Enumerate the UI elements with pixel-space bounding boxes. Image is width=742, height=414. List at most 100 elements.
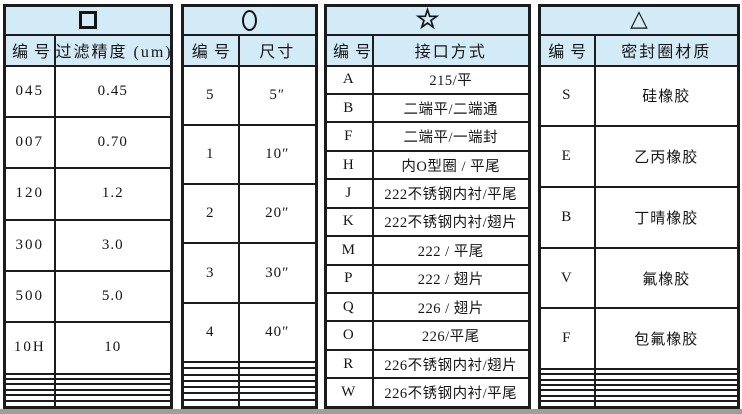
code-cell: A (324, 64, 374, 95)
value-cell: 222 / 翅片 (371, 263, 531, 295)
table-row (538, 383, 740, 392)
size-symbol-header (181, 4, 318, 36)
table-row: 1 10″ (181, 123, 318, 186)
table-row (3, 394, 173, 402)
code-cell (538, 378, 596, 387)
code-cell: E (538, 125, 596, 188)
value-cell: 硅橡胶 (593, 64, 740, 128)
table-row (3, 372, 173, 381)
table-row: W 226不锈钢内衬/平尾 (324, 377, 531, 409)
value-cell: 0.45 (53, 64, 173, 118)
value-cell (593, 394, 740, 402)
code-cell: 120 (3, 167, 56, 221)
code-cell (181, 367, 240, 376)
table-row: 500 5.0 (3, 269, 173, 324)
code-cell (3, 383, 56, 391)
table-row (538, 394, 740, 402)
filtration-precision-col-header-code: 编号 (3, 33, 56, 67)
code-cell: M (324, 235, 374, 266)
code-cell (3, 394, 56, 402)
table-row (3, 377, 173, 386)
code-cell (181, 398, 240, 409)
spec-table-filtration-precision: 编号 过滤精度 (um) 045 0.45 007 0.70 120 1.2 300 3.0 500… (3, 4, 173, 409)
value-cell: 氟橡胶 (593, 246, 740, 310)
circle-icon (242, 9, 257, 31)
table-row: P 222 / 翅片 (324, 263, 531, 295)
value-cell (237, 379, 318, 389)
code-cell: P (324, 263, 374, 295)
table-row: B 丁晴橡胶 (538, 185, 740, 249)
spec-table-size: 编号 尺寸 5 5″ 1 10″ 2 20″ 3 30″ 4 40″ (181, 4, 318, 409)
value-cell: 5″ (237, 64, 318, 126)
table-row (181, 361, 318, 370)
size-col-header-value: 尺寸 (237, 33, 318, 67)
value-cell (53, 383, 173, 391)
code-cell: H (324, 149, 374, 181)
code-cell: W (324, 377, 374, 409)
code-cell (181, 392, 240, 401)
seal-material-col-header-value: 密封圈材质 (593, 33, 740, 67)
value-cell: 226不锈钢内衬/翅片 (371, 348, 531, 380)
table-row: 10H 10 (3, 321, 173, 375)
value-cell (593, 389, 740, 397)
code-cell: 300 (3, 218, 56, 272)
code-cell: F (324, 121, 374, 152)
connection-type-col-header-code: 编号 (324, 33, 374, 67)
table-row: E 乙丙橡胶 (538, 125, 740, 188)
code-cell: B (538, 185, 596, 249)
code-cell (3, 388, 56, 397)
table-row (181, 373, 318, 382)
table-row (181, 367, 318, 376)
code-cell: 4 (181, 301, 240, 364)
table-row (181, 392, 318, 401)
value-cell (593, 368, 740, 376)
table-row: O 226/平尾 (324, 320, 531, 351)
table-row: B 二端平/二端通 (324, 92, 531, 124)
code-cell (538, 368, 596, 376)
value-cell: 二端平/二端通 (371, 92, 531, 124)
value-cell (237, 386, 318, 395)
table-row: F 二端平/一端封 (324, 121, 531, 152)
star-icon: ☆ (415, 5, 440, 35)
table-row (181, 398, 318, 409)
value-cell (53, 394, 173, 402)
value-cell (593, 378, 740, 387)
value-cell: 3.0 (53, 218, 173, 272)
code-cell (3, 399, 56, 409)
value-cell: 10″ (237, 123, 318, 186)
table-row: K 222不锈钢内衬/翅片 (324, 206, 531, 238)
table-row: A 215/平 (324, 64, 531, 95)
table-row: 5 5″ (181, 64, 318, 126)
value-cell: 222 / 平尾 (371, 235, 531, 266)
seal-material-col-header-code: 编号 (538, 33, 596, 67)
code-cell: S (538, 64, 596, 128)
value-cell: 222不锈钢内衬/翅片 (371, 206, 531, 238)
table-row: 2 20″ (181, 183, 318, 245)
table-row: R 226不锈钢内衬/翅片 (324, 348, 531, 380)
value-cell (237, 361, 318, 370)
table-row: V 氟橡胶 (538, 246, 740, 310)
table-row: 120 1.2 (3, 167, 173, 221)
table-row: 3 30″ (181, 242, 318, 304)
value-cell (593, 399, 740, 409)
triangle-icon: △ (630, 6, 648, 32)
value-cell (237, 367, 318, 376)
table-row (3, 399, 173, 409)
table-row (538, 389, 740, 397)
value-cell: 10 (53, 321, 173, 375)
code-cell: 3 (181, 242, 240, 304)
value-cell: 30″ (237, 242, 318, 304)
code-cell (181, 386, 240, 395)
spec-table-seal-material: △ 编号 密封圈材质 S 硅橡胶 E 乙丙橡胶 B 丁晴橡胶 V 氟橡胶 F 包氟橡胶 (538, 4, 740, 409)
table-row (538, 373, 740, 381)
code-cell: 10H (3, 321, 56, 375)
table-row: S 硅橡胶 (538, 64, 740, 128)
value-cell: 5.0 (53, 269, 173, 324)
code-cell: K (324, 206, 374, 238)
code-cell (3, 372, 56, 381)
table-row: M 222 / 平尾 (324, 235, 531, 266)
table-row: Q 226 / 翅片 (324, 291, 531, 323)
value-cell: 226/平尾 (371, 320, 531, 351)
code-cell: V (538, 246, 596, 310)
